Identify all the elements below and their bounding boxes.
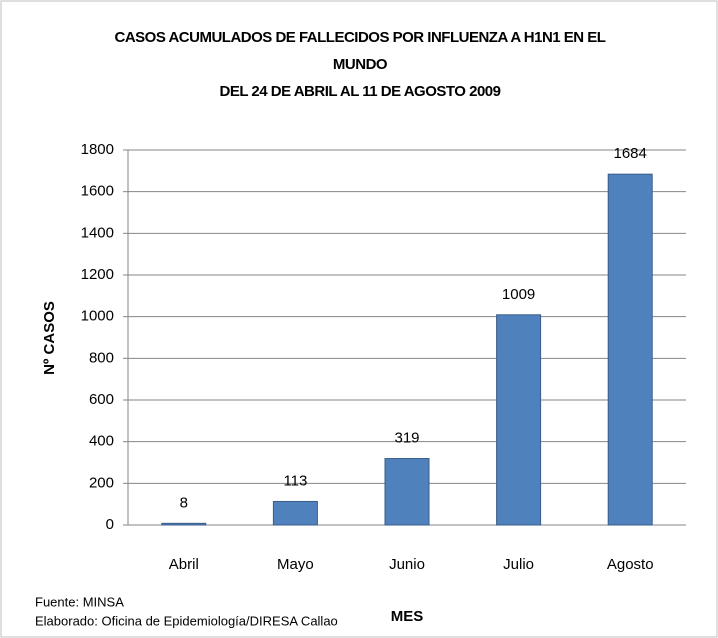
y-tick-label: 1200 bbox=[81, 266, 114, 283]
y-tick-label: 200 bbox=[89, 474, 114, 491]
source-note: Elaborado: Oficina de Epidemiología/DIRE… bbox=[35, 613, 338, 628]
bar bbox=[272, 500, 318, 526]
value-label: 319 bbox=[394, 430, 419, 447]
y-tick-label: 1000 bbox=[81, 308, 114, 325]
x-tick-label: Mayo bbox=[277, 556, 314, 573]
x-axis-label: MES bbox=[391, 608, 424, 625]
y-tick-label: 1600 bbox=[81, 183, 114, 200]
bar bbox=[607, 173, 653, 526]
value-label: 113 bbox=[283, 472, 307, 489]
y-tick-label: 1400 bbox=[81, 224, 114, 241]
x-tick-label: Julio bbox=[503, 556, 534, 573]
value-label: 1684 bbox=[614, 145, 647, 162]
bar bbox=[496, 314, 542, 526]
y-tick-label: 800 bbox=[89, 349, 114, 366]
y-axis-label: Nº CASOS bbox=[41, 301, 58, 375]
x-tick-label: Abril bbox=[169, 556, 199, 573]
source-note: Fuente: MINSA bbox=[35, 594, 124, 609]
x-tick-label: Junio bbox=[389, 556, 425, 573]
bar bbox=[384, 458, 430, 526]
value-label: 1009 bbox=[502, 286, 535, 303]
chart-title: CASOS ACUMULADOS DE FALLECIDOS POR INFLU… bbox=[114, 29, 606, 73]
chart-subtitle: DEL 24 DE ABRIL AL 11 DE AGOSTO 2009 bbox=[219, 83, 502, 100]
y-tick-label: 600 bbox=[89, 391, 114, 408]
y-tick-label: 0 bbox=[106, 516, 114, 533]
y-tick-label: 400 bbox=[89, 433, 114, 450]
value-label: 8 bbox=[180, 494, 188, 511]
bar bbox=[161, 522, 207, 526]
x-tick-label: Agosto bbox=[607, 556, 654, 573]
y-tick-label: 1800 bbox=[81, 141, 114, 158]
